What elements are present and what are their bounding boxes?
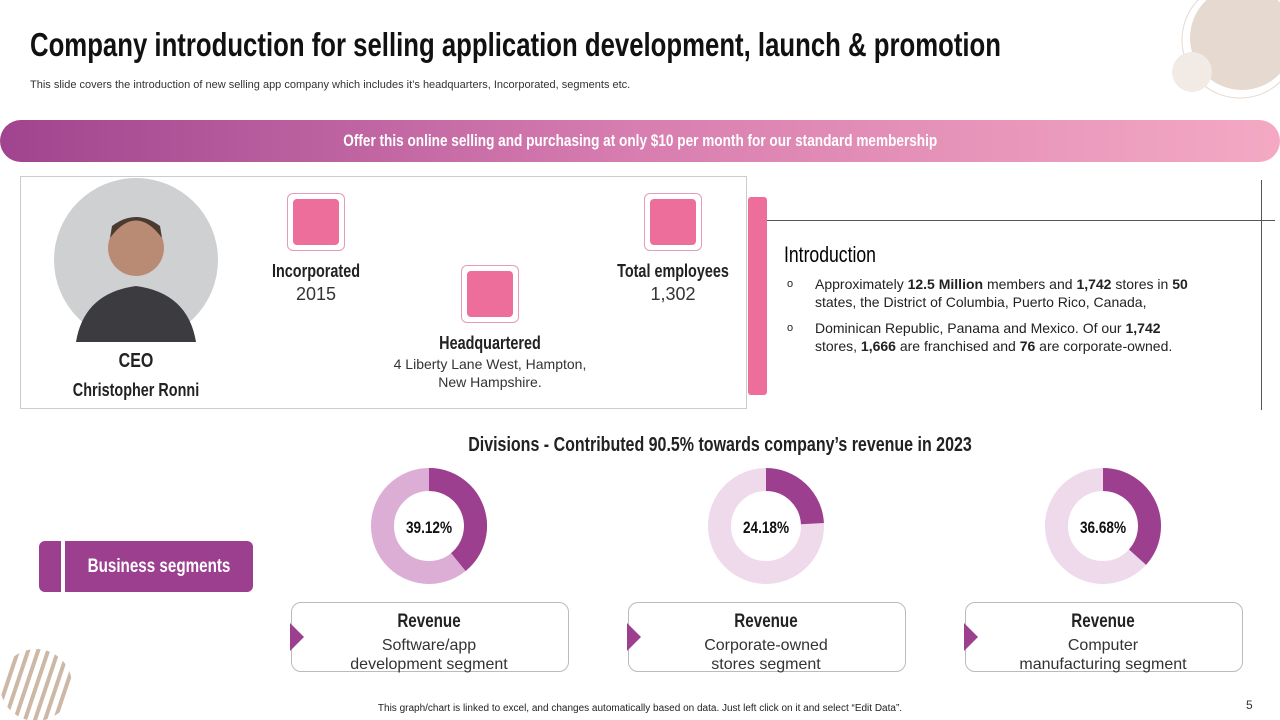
fact-label: Total employees [617, 261, 729, 281]
bold-text: 50 [1172, 276, 1188, 292]
card-desc: stores segment [711, 656, 821, 673]
segments-label: Business segments [87, 556, 231, 577]
bold-text: 1,742 [1125, 320, 1161, 336]
donut-segment [1102, 468, 1161, 565]
card-desc: Corporate-owned [704, 637, 828, 654]
card-desc: Software/app [381, 637, 477, 654]
intro-list: Approximately 12.5 Million members and 1… [785, 275, 1225, 363]
card-marker [964, 623, 978, 651]
card-desc: manufacturing segment [1019, 656, 1187, 673]
intro-heading: Introduction [784, 242, 876, 267]
ceo-role: CEO [118, 350, 154, 372]
ceo-name: Christopher Ronni [72, 380, 200, 400]
donut-segment [765, 468, 824, 525]
icon-team [644, 193, 702, 251]
card-heading: Revenue [734, 611, 798, 632]
card-desc: Computer [1067, 637, 1139, 654]
banner: Offer this online selling and purchasing… [0, 120, 1280, 162]
profile-box [20, 176, 747, 409]
donut-label: 39.12% [406, 519, 452, 538]
decor [0, 649, 72, 720]
icon-location [461, 265, 519, 323]
bold-text: 1,666 [860, 338, 896, 354]
banner-text: Offer this online selling and purchasing… [343, 131, 937, 150]
donut-label: 36.68% [1080, 519, 1126, 538]
photo [54, 178, 218, 342]
fact-label: Incorporated [271, 261, 360, 281]
decor [1172, 0, 1280, 99]
text: stores, [815, 338, 858, 354]
donut-label: 24.18% [743, 519, 789, 538]
footer: This graph/chart is linked to excel, and… [377, 703, 903, 714]
intro-bullet: Approximately 12.5 Million members and 1… [785, 275, 1225, 311]
divider [767, 220, 1275, 221]
bold-text: 12.5 Million [907, 276, 984, 292]
card-marker [627, 623, 641, 651]
segments-tag: Business segments [39, 541, 253, 592]
text: Approximately [815, 276, 908, 292]
fact-label: Headquartered [439, 333, 541, 353]
text: stores in [1111, 276, 1173, 292]
page-number: 5 [1246, 698, 1253, 712]
divisions-title: Divisions - Contributed 90.5% towards co… [468, 434, 972, 456]
card-heading: Revenue [1071, 611, 1135, 632]
intro-bullet: Dominican Republic, Panama and Mexico. O… [785, 319, 1225, 355]
subtitle: This slide covers the introduction of ne… [30, 79, 631, 91]
fact-value: 2015 [295, 284, 337, 304]
text: states, the District of Columbia, Puerto… [815, 294, 1147, 310]
fact-value: 1,302 [650, 284, 696, 304]
fact-value: 4 Liberty Lane West, Hampton, [393, 356, 587, 372]
fact-value: New Hampshire. [438, 374, 542, 390]
donut-segment [428, 468, 487, 571]
bold-text: 1,742 [1076, 276, 1112, 292]
divider [1261, 180, 1262, 410]
accent-bar [748, 197, 767, 395]
text: are corporate-owned. [1035, 338, 1173, 354]
title: Company introduction for selling applica… [30, 26, 1002, 63]
card-desc: development segment [350, 656, 508, 673]
card-marker [290, 623, 304, 651]
text: members and [983, 276, 1077, 292]
card-heading: Revenue [397, 611, 461, 632]
icon-calendar [287, 193, 345, 251]
bold-text: 76 [1019, 338, 1036, 354]
text: are franchised and [895, 338, 1020, 354]
text: Dominican Republic, Panama and Mexico. O… [815, 320, 1126, 336]
